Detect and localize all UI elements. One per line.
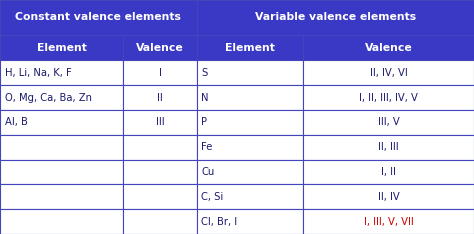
Text: O, Mg, Ca, Ba, Zn: O, Mg, Ca, Ba, Zn — [5, 93, 92, 102]
Text: III, V: III, V — [378, 117, 400, 127]
Bar — [0, 0, 197, 35]
Bar — [123, 209, 197, 234]
Text: Valence: Valence — [365, 43, 412, 52]
Text: N: N — [201, 93, 209, 102]
Text: Cl, Br, I: Cl, Br, I — [201, 217, 237, 227]
Bar — [0, 110, 123, 135]
Text: Fe: Fe — [201, 142, 213, 152]
Text: Al, B: Al, B — [5, 117, 27, 127]
Bar — [197, 60, 303, 85]
Text: II, IV, VI: II, IV, VI — [370, 68, 408, 78]
Bar — [123, 110, 197, 135]
Bar — [0, 85, 123, 110]
Bar — [197, 85, 303, 110]
Text: I, II, III, IV, V: I, II, III, IV, V — [359, 93, 418, 102]
Bar — [303, 85, 474, 110]
Bar — [303, 184, 474, 209]
Bar — [123, 35, 197, 60]
Bar — [303, 110, 474, 135]
Text: Constant valence elements: Constant valence elements — [16, 12, 181, 22]
Text: H, Li, Na, K, F: H, Li, Na, K, F — [5, 68, 72, 78]
Bar — [0, 184, 123, 209]
Bar — [303, 35, 474, 60]
Bar — [197, 0, 474, 35]
Bar — [123, 85, 197, 110]
Text: I, II: I, II — [381, 167, 396, 177]
Bar — [197, 135, 303, 160]
Bar — [303, 135, 474, 160]
Text: I: I — [158, 68, 162, 78]
Text: S: S — [201, 68, 208, 78]
Text: I, III, V, VII: I, III, V, VII — [364, 217, 413, 227]
Bar — [197, 209, 303, 234]
Bar — [0, 35, 123, 60]
Bar — [123, 135, 197, 160]
Text: II: II — [157, 93, 163, 102]
Bar — [303, 60, 474, 85]
Text: II, IV: II, IV — [378, 192, 400, 202]
Text: Cu: Cu — [201, 167, 215, 177]
Bar — [123, 160, 197, 184]
Bar — [197, 160, 303, 184]
Bar — [0, 135, 123, 160]
Text: III: III — [155, 117, 164, 127]
Bar — [303, 209, 474, 234]
Bar — [0, 160, 123, 184]
Bar — [0, 209, 123, 234]
Bar — [197, 184, 303, 209]
Text: P: P — [201, 117, 208, 127]
Text: Valence: Valence — [136, 43, 184, 52]
Text: C, Si: C, Si — [201, 192, 224, 202]
Bar — [0, 60, 123, 85]
Bar — [197, 35, 303, 60]
Text: Variable valence elements: Variable valence elements — [255, 12, 416, 22]
Text: II, III: II, III — [378, 142, 399, 152]
Bar — [123, 184, 197, 209]
Text: Element: Element — [225, 43, 275, 52]
Bar — [197, 110, 303, 135]
Bar — [123, 60, 197, 85]
Text: Element: Element — [36, 43, 87, 52]
Bar — [303, 160, 474, 184]
